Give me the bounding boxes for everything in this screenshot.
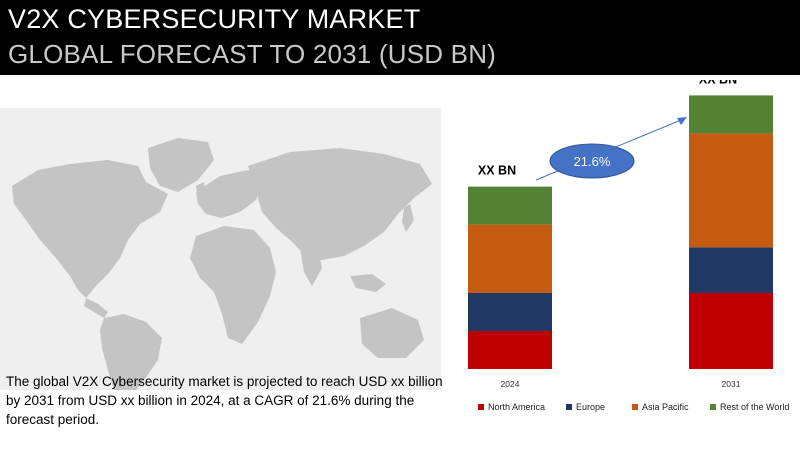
bar-2024-europe — [468, 293, 552, 331]
world-map-image — [12, 138, 432, 390]
bar-2031-north-america — [689, 293, 773, 369]
world-map-panel — [0, 108, 441, 390]
bar-total-label: XX BN — [478, 164, 516, 178]
legend-label: Rest of the World — [720, 402, 790, 412]
legend-item: Europe — [566, 402, 605, 412]
header-bar: V2X CYBERSECURITY MARKET GLOBAL FORECAST… — [0, 0, 800, 75]
cagr-bubble — [549, 143, 635, 179]
stacked-bar-chart: 21.6% XX BN 2024 XX BN 2031 — [468, 80, 773, 389]
cagr-arrowhead — [677, 117, 687, 125]
cagr-label: 21.6% — [574, 154, 611, 169]
legend-label: North America — [488, 402, 546, 412]
market-description: The global V2X Cybersecurity market is p… — [6, 374, 443, 427]
legend-label: Europe — [576, 402, 606, 412]
page-title: V2X CYBERSECURITY MARKET — [8, 4, 421, 34]
page-subtitle: GLOBAL FORECAST TO 2031 (USD BN) — [8, 39, 497, 69]
bar-2031-rest-of-the-world — [689, 95, 773, 134]
legend-swatch — [566, 404, 572, 410]
bar-2024-rest-of-the-world — [468, 186, 552, 225]
bar-2024-north-america — [468, 331, 552, 369]
legend-item: Rest of the World — [710, 402, 789, 412]
bar-2031-asia-pacific — [689, 133, 773, 248]
x-tick-label: 2024 — [501, 379, 520, 389]
legend-item: Asia Pacific — [632, 402, 689, 412]
bar-2024-asia-pacific — [468, 224, 552, 293]
legend-swatch — [478, 404, 484, 410]
bar-2031-europe — [689, 247, 773, 293]
legend-label: Asia Pacific — [642, 402, 689, 412]
legend-swatch — [632, 404, 638, 410]
bar-total-label: XX BN — [699, 80, 737, 86]
legend-item: North America — [478, 402, 545, 412]
legend-swatch — [710, 404, 716, 410]
x-tick-label: 2031 — [722, 379, 741, 389]
